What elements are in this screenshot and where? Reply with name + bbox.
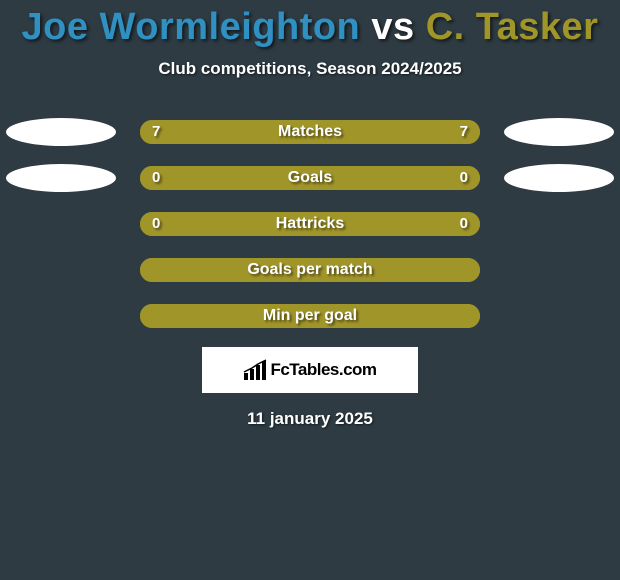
title-vs: vs <box>371 6 414 48</box>
stat-bar: Goals per match <box>140 258 480 282</box>
stat-label: Goals <box>140 166 480 190</box>
stat-bar: 00Hattricks <box>140 212 480 236</box>
chart-bars-icon <box>243 359 269 381</box>
stat-row: Goals per match <box>0 247 620 293</box>
player-pill-left <box>6 164 116 192</box>
stat-label: Matches <box>140 120 480 144</box>
date-text: 11 january 2025 <box>0 409 620 429</box>
stat-label: Min per goal <box>140 304 480 328</box>
stats-container: 77Matches 00Goals 00Hattricks Goals per mat… <box>0 109 620 339</box>
stat-bar: Min per goal <box>140 304 480 328</box>
page-title: Joe Wormleighton vs C. Tasker <box>0 0 620 49</box>
stat-bar: 00Goals <box>140 166 480 190</box>
title-player1: Joe Wormleighton <box>22 6 361 48</box>
player-pill-left <box>6 118 116 146</box>
stat-bar: 77Matches <box>140 120 480 144</box>
player-pill-right <box>504 164 614 192</box>
logo-text: FcTables.com <box>270 360 376 380</box>
stat-row: 77Matches <box>0 109 620 155</box>
stat-label: Hattricks <box>140 212 480 236</box>
title-player2: C. Tasker <box>426 6 599 48</box>
stat-row: 00Hattricks <box>0 201 620 247</box>
site-logo[interactable]: FcTables.com <box>202 347 418 393</box>
player-pill-right <box>504 118 614 146</box>
stat-label: Goals per match <box>140 258 480 282</box>
stat-row: Min per goal <box>0 293 620 339</box>
stat-row: 00Goals <box>0 155 620 201</box>
subtitle: Club competitions, Season 2024/2025 <box>0 59 620 79</box>
